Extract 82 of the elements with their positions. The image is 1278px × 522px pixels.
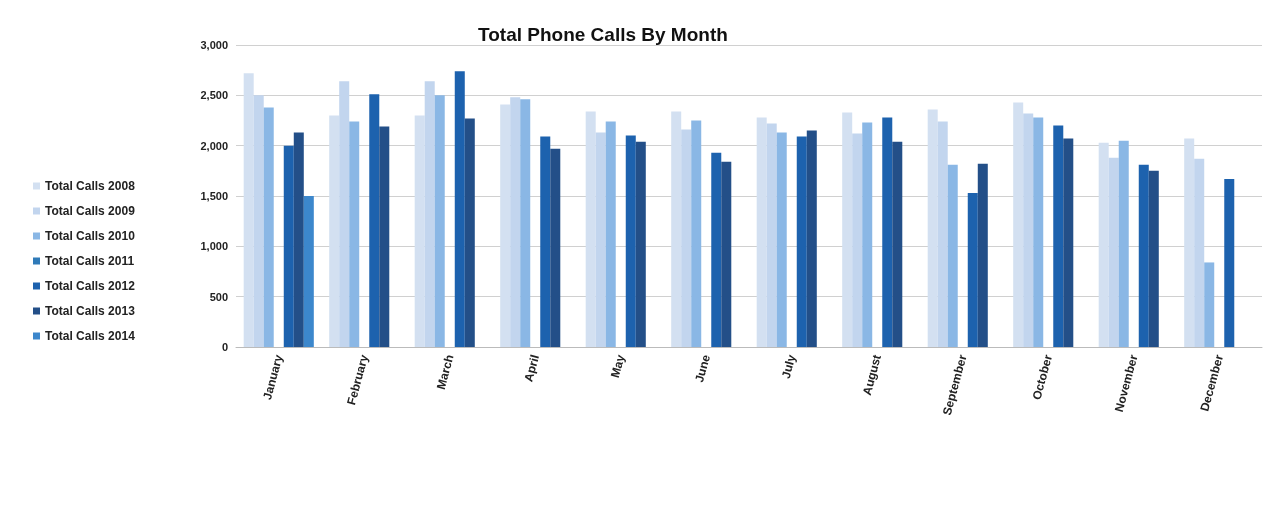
bar [339,81,350,347]
bar [711,152,722,347]
x-tick-label: July [778,352,799,381]
bar [1224,178,1235,347]
bar [776,132,787,347]
bar [852,133,863,347]
bar [585,111,596,347]
bar [681,129,692,347]
bar [243,73,254,347]
y-tick-label: 1,000 [200,240,228,253]
legend-label: Total Calls 2013 [45,304,136,318]
bar [882,117,893,347]
bar [721,161,732,347]
bar [1184,138,1195,347]
bar [1204,262,1215,347]
bar [253,95,264,347]
x-tick-label: March [433,353,457,391]
bar [1138,164,1149,347]
bar [349,121,360,347]
y-tick-label: 3,000 [200,39,228,51]
bar [293,132,304,347]
x-tick-label: June [692,352,714,384]
y-tick-label: 2,000 [200,139,228,152]
bar [691,120,702,347]
bar [671,111,682,347]
bar [1098,142,1109,347]
bar [1063,138,1074,347]
legend-label: Total Calls 2012 [45,279,136,293]
bar [263,107,274,347]
bar [510,97,521,347]
y-tick-label: 0 [221,341,228,353]
bar [1033,117,1044,347]
bar [1108,157,1119,347]
bar [892,141,903,347]
bar [1118,140,1129,347]
bar [369,94,380,347]
legend-label: Total Calls 2011 [45,254,135,268]
bar [842,112,853,347]
bar [454,71,465,347]
x-tick-label: August [859,353,885,397]
bar [464,118,475,347]
bar [937,121,948,347]
bar [625,135,636,347]
bar [927,109,938,347]
bar [796,136,807,347]
bar [1148,170,1159,347]
bar [550,148,561,347]
legend-label: Total Calls 2008 [45,179,136,193]
x-tick-label: May [607,352,628,380]
bar [500,104,511,347]
y-tick-label: 1,500 [200,190,228,202]
legend-label: Total Calls 2014 [45,329,136,343]
bar [595,132,606,347]
bar [635,141,646,347]
bar [379,126,390,347]
bar [540,136,551,347]
bar [329,115,340,347]
bar [520,99,531,347]
bar [1013,102,1024,347]
y-tick-label: 2,500 [200,89,228,102]
bar [424,81,435,347]
bar [1023,113,1034,347]
bar [1053,125,1064,347]
bar [977,163,988,347]
bar [756,117,767,347]
bar [283,145,294,347]
y-tick-label: 500 [209,290,228,303]
bar [862,122,873,347]
bar [1194,158,1205,347]
legend-label: Total Calls 2009 [45,204,136,218]
x-tick-label: October [1029,352,1056,402]
bar [303,196,314,347]
bar [766,123,777,347]
legend-label: Total Calls 2010 [45,229,136,243]
bar [967,192,978,347]
x-tick-label: April [521,353,543,384]
chart-title: Total Phone Calls By Month [478,24,728,45]
bar [605,121,616,347]
bar [947,164,958,347]
bar [434,95,445,347]
bar [806,130,817,347]
bar [414,115,425,347]
